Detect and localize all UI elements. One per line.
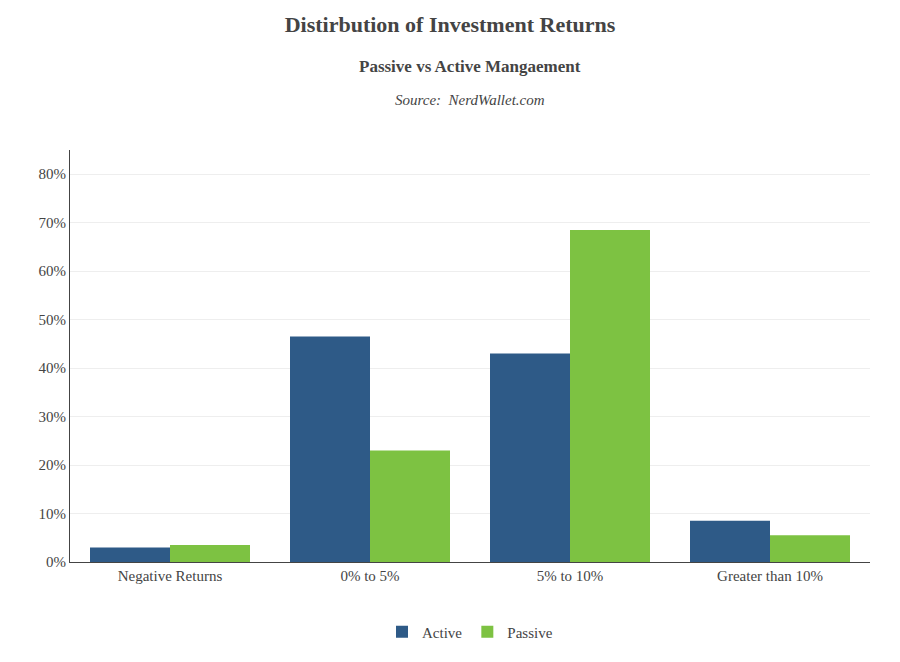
svg-text:Passive vs Active Mangaement: Passive vs Active Mangaement [359,57,581,76]
svg-text:0%: 0% [46,554,66,570]
svg-text:Active: Active [422,625,462,641]
svg-text:Distirbution of Investment Ret: Distirbution of Investment Returns [285,12,616,37]
svg-text:Greater than 10%: Greater than 10% [717,568,823,584]
svg-text:10%: 10% [39,506,67,522]
svg-text:20%: 20% [39,457,67,473]
svg-text:80%: 80% [39,166,67,182]
svg-text:30%: 30% [39,409,67,425]
svg-text:Source: NerdWallet.com: Source: NerdWallet.com [395,92,545,108]
svg-text:Passive: Passive [507,625,552,641]
svg-text:60%: 60% [39,263,67,279]
svg-text:5% to 10%: 5% to 10% [537,568,604,584]
svg-text:50%: 50% [39,312,67,328]
svg-text:70%: 70% [39,215,67,231]
svg-text:0% to 5%: 0% to 5% [340,568,399,584]
svg-text:Negative Returns: Negative Returns [118,568,223,584]
svg-text:40%: 40% [39,360,67,376]
